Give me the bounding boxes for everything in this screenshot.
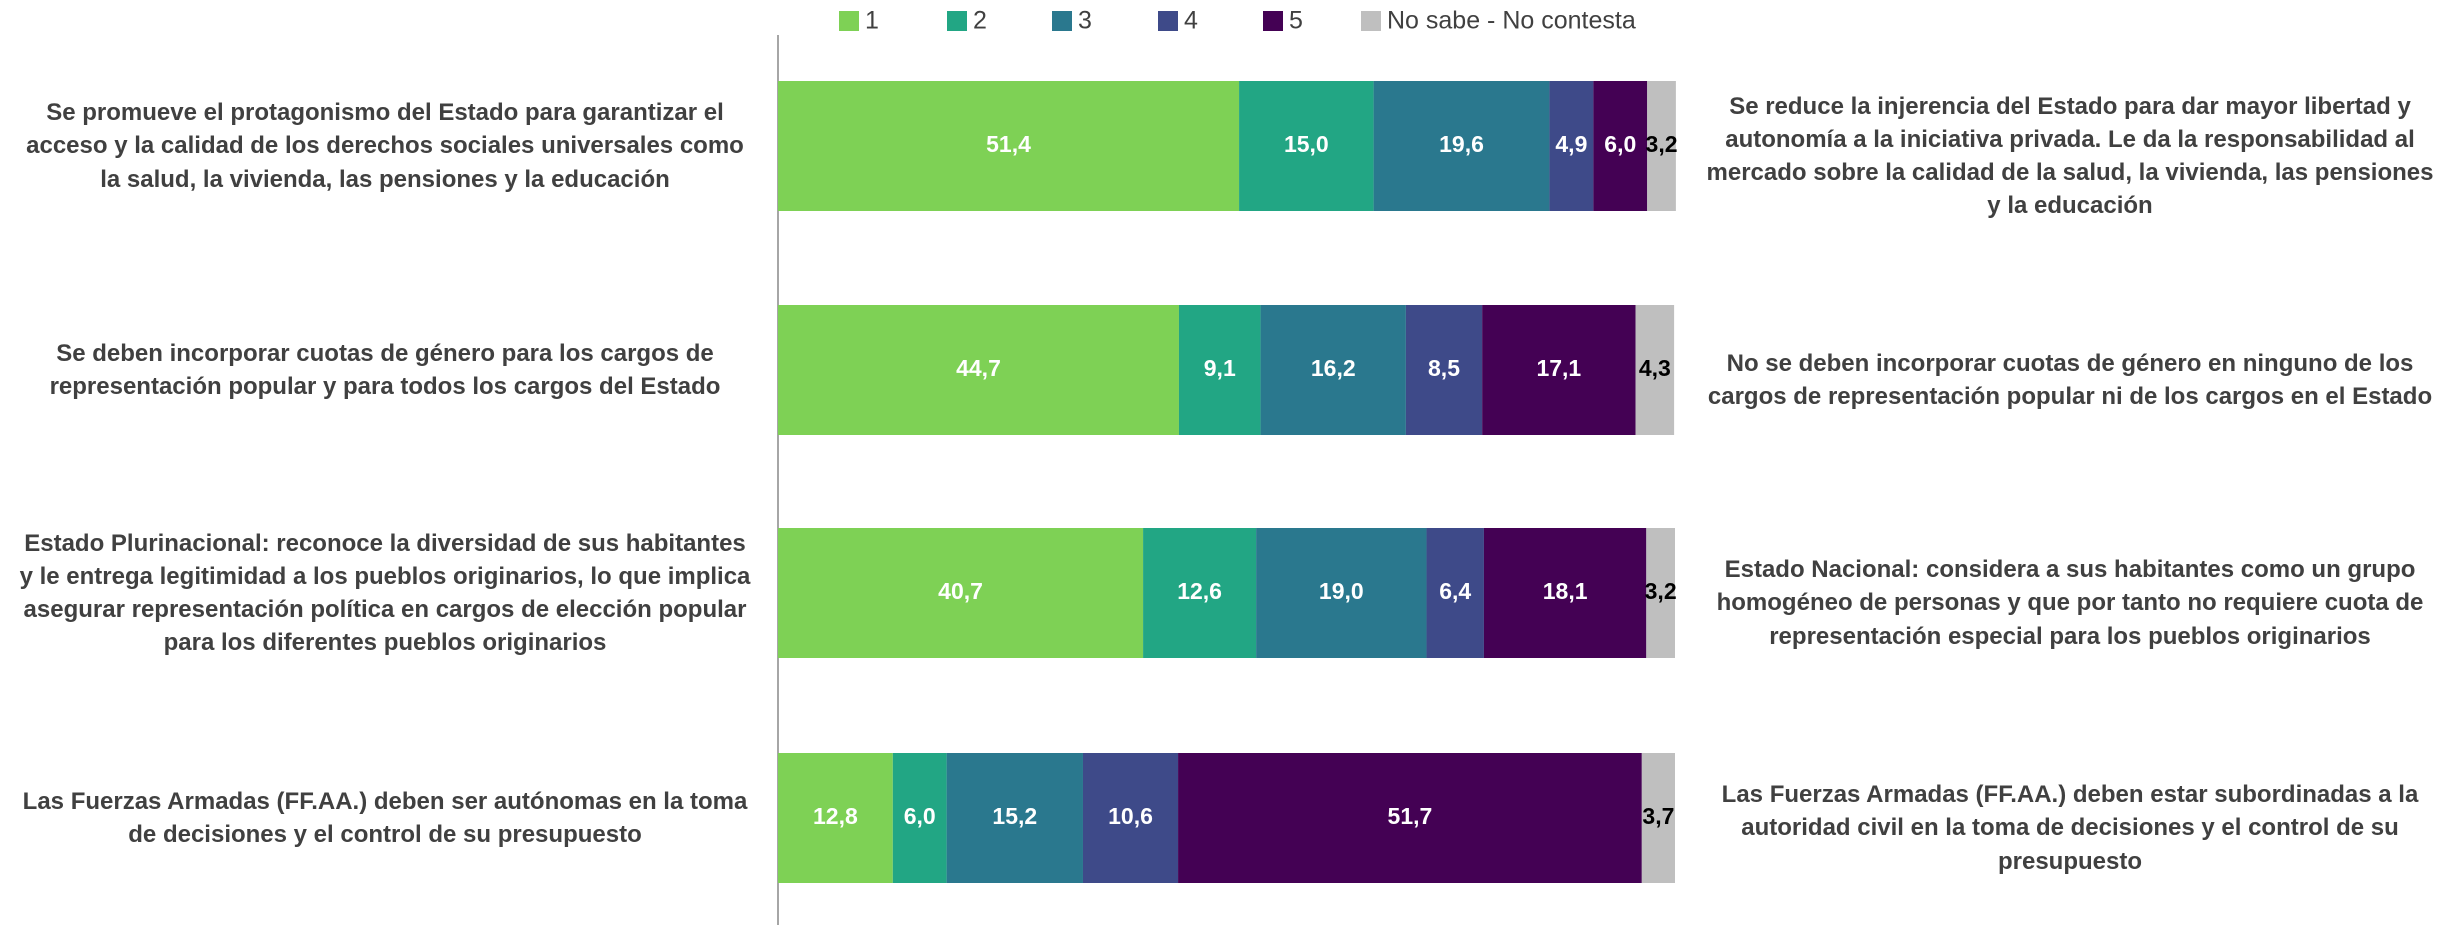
bar-segment xyxy=(778,305,1179,435)
data-label: 6,4 xyxy=(1439,578,1471,604)
data-label: 16,2 xyxy=(1311,355,1356,381)
bar-segment xyxy=(778,81,1240,211)
data-label: 51,7 xyxy=(1388,803,1433,829)
bar-segment xyxy=(892,753,947,883)
data-label: 10,6 xyxy=(1108,803,1153,829)
data-label: 12,6 xyxy=(1177,578,1222,604)
legend-swatch xyxy=(1263,11,1283,31)
bar-segment xyxy=(1178,305,1261,435)
data-label: 3,7 xyxy=(1642,803,1674,829)
bar-segment xyxy=(1483,528,1647,658)
bar-segment xyxy=(1239,81,1374,211)
bar-segment xyxy=(1549,81,1594,211)
bar-segment xyxy=(1482,305,1636,435)
left-label: Se promueve el protagonismo del Estado p… xyxy=(26,99,744,193)
data-label: 6,0 xyxy=(1604,131,1636,157)
data-label: 8,5 xyxy=(1428,355,1460,381)
left-label: Las Fuerzas Armadas (FF.AA.) deben ser a… xyxy=(22,787,748,848)
data-label: 19,6 xyxy=(1439,131,1484,157)
right-label: Las Fuerzas Armadas (FF.AA.) deben estar… xyxy=(1721,781,2419,875)
legend-label: 2 xyxy=(973,7,987,35)
bar-segment xyxy=(1646,528,1675,658)
data-label: 3,2 xyxy=(1645,578,1677,604)
legend-label: 5 xyxy=(1289,7,1303,35)
legend-label: 3 xyxy=(1078,7,1092,35)
left-label: Estado Plurinacional: reconoce la divers… xyxy=(19,529,751,657)
right-label: Estado Nacional: considera a sus habitan… xyxy=(1716,556,2424,650)
data-label: 9,1 xyxy=(1204,355,1236,381)
data-label: 40,7 xyxy=(938,578,983,604)
bar-segment xyxy=(1405,305,1483,435)
data-label: 15,0 xyxy=(1284,131,1329,157)
data-label: 19,0 xyxy=(1319,578,1364,604)
bar-segment xyxy=(1082,753,1179,883)
bar-segment xyxy=(1178,753,1642,883)
legend-swatch xyxy=(839,11,859,31)
bar-segment xyxy=(1593,81,1648,211)
bar-segment xyxy=(1426,528,1484,658)
bar-segment xyxy=(1641,753,1675,883)
data-label: 4,9 xyxy=(1555,131,1587,157)
left-label: Se deben incorporar cuotas de género par… xyxy=(49,339,721,400)
data-label: 17,1 xyxy=(1536,355,1581,381)
data-label: 51,4 xyxy=(986,131,1031,157)
data-label: 3,2 xyxy=(1646,131,1678,157)
legend-swatch xyxy=(1361,11,1381,31)
legend-swatch xyxy=(1158,11,1178,31)
data-label: 44,7 xyxy=(956,355,1001,381)
bar-segment xyxy=(1143,528,1257,658)
bar-segment xyxy=(946,753,1083,883)
legend-swatch xyxy=(947,11,967,31)
right-label: No se deben incorporar cuotas de género … xyxy=(1707,349,2433,410)
data-label: 15,2 xyxy=(992,803,1037,829)
legend-label: 1 xyxy=(865,7,879,35)
bar-segment xyxy=(1635,305,1675,435)
bar-segment xyxy=(778,528,1144,658)
data-label: 12,8 xyxy=(813,803,858,829)
bar-segment xyxy=(1256,528,1427,658)
bar-segment xyxy=(778,753,893,883)
legend-label: 4 xyxy=(1184,7,1198,35)
bar-segment xyxy=(1260,305,1406,435)
data-label: 18,1 xyxy=(1543,578,1588,604)
bar-segment xyxy=(1647,81,1676,211)
legend-swatch xyxy=(1052,11,1072,31)
right-label: Se reduce la injerencia del Estado para … xyxy=(1706,92,2434,220)
bar-segment xyxy=(1373,81,1550,211)
data-label: 4,3 xyxy=(1639,355,1671,381)
data-label: 6,0 xyxy=(904,803,936,829)
legend-label: No sabe - No contesta xyxy=(1387,7,1636,35)
